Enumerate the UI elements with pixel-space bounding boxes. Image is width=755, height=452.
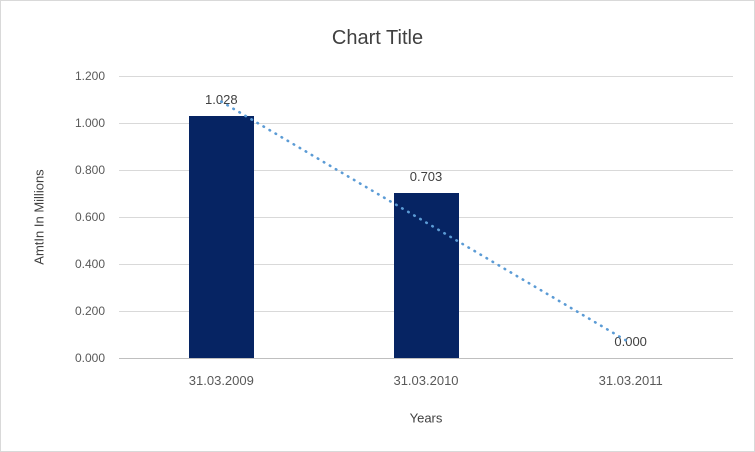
data-label: 1.028 — [205, 92, 238, 108]
y-tick-label: 0.600 — [74, 210, 105, 224]
y-tick-label: 0.800 — [74, 163, 105, 177]
x-tick-label: 31.03.2011 — [598, 373, 663, 388]
x-axis-title: Years — [409, 410, 443, 426]
x-tick-label: 31.03.2010 — [393, 373, 459, 388]
y-tick-label: 0.400 — [74, 257, 105, 271]
bar — [393, 192, 459, 358]
chart-title: Chart Title — [331, 27, 424, 49]
data-label: 0.703 — [409, 168, 443, 184]
bar — [188, 116, 254, 358]
y-tick-label: 0.200 — [74, 304, 105, 318]
y-tick-label: 1.200 — [74, 69, 105, 83]
x-axis-line — [119, 357, 733, 359]
x-tick-label: 31.03.2009 — [188, 373, 254, 388]
gridline — [119, 75, 733, 77]
y-tick-label: 0.000 — [74, 351, 105, 365]
y-tick-label: 1.000 — [74, 116, 105, 130]
data-label: 0.000 — [614, 334, 647, 349]
